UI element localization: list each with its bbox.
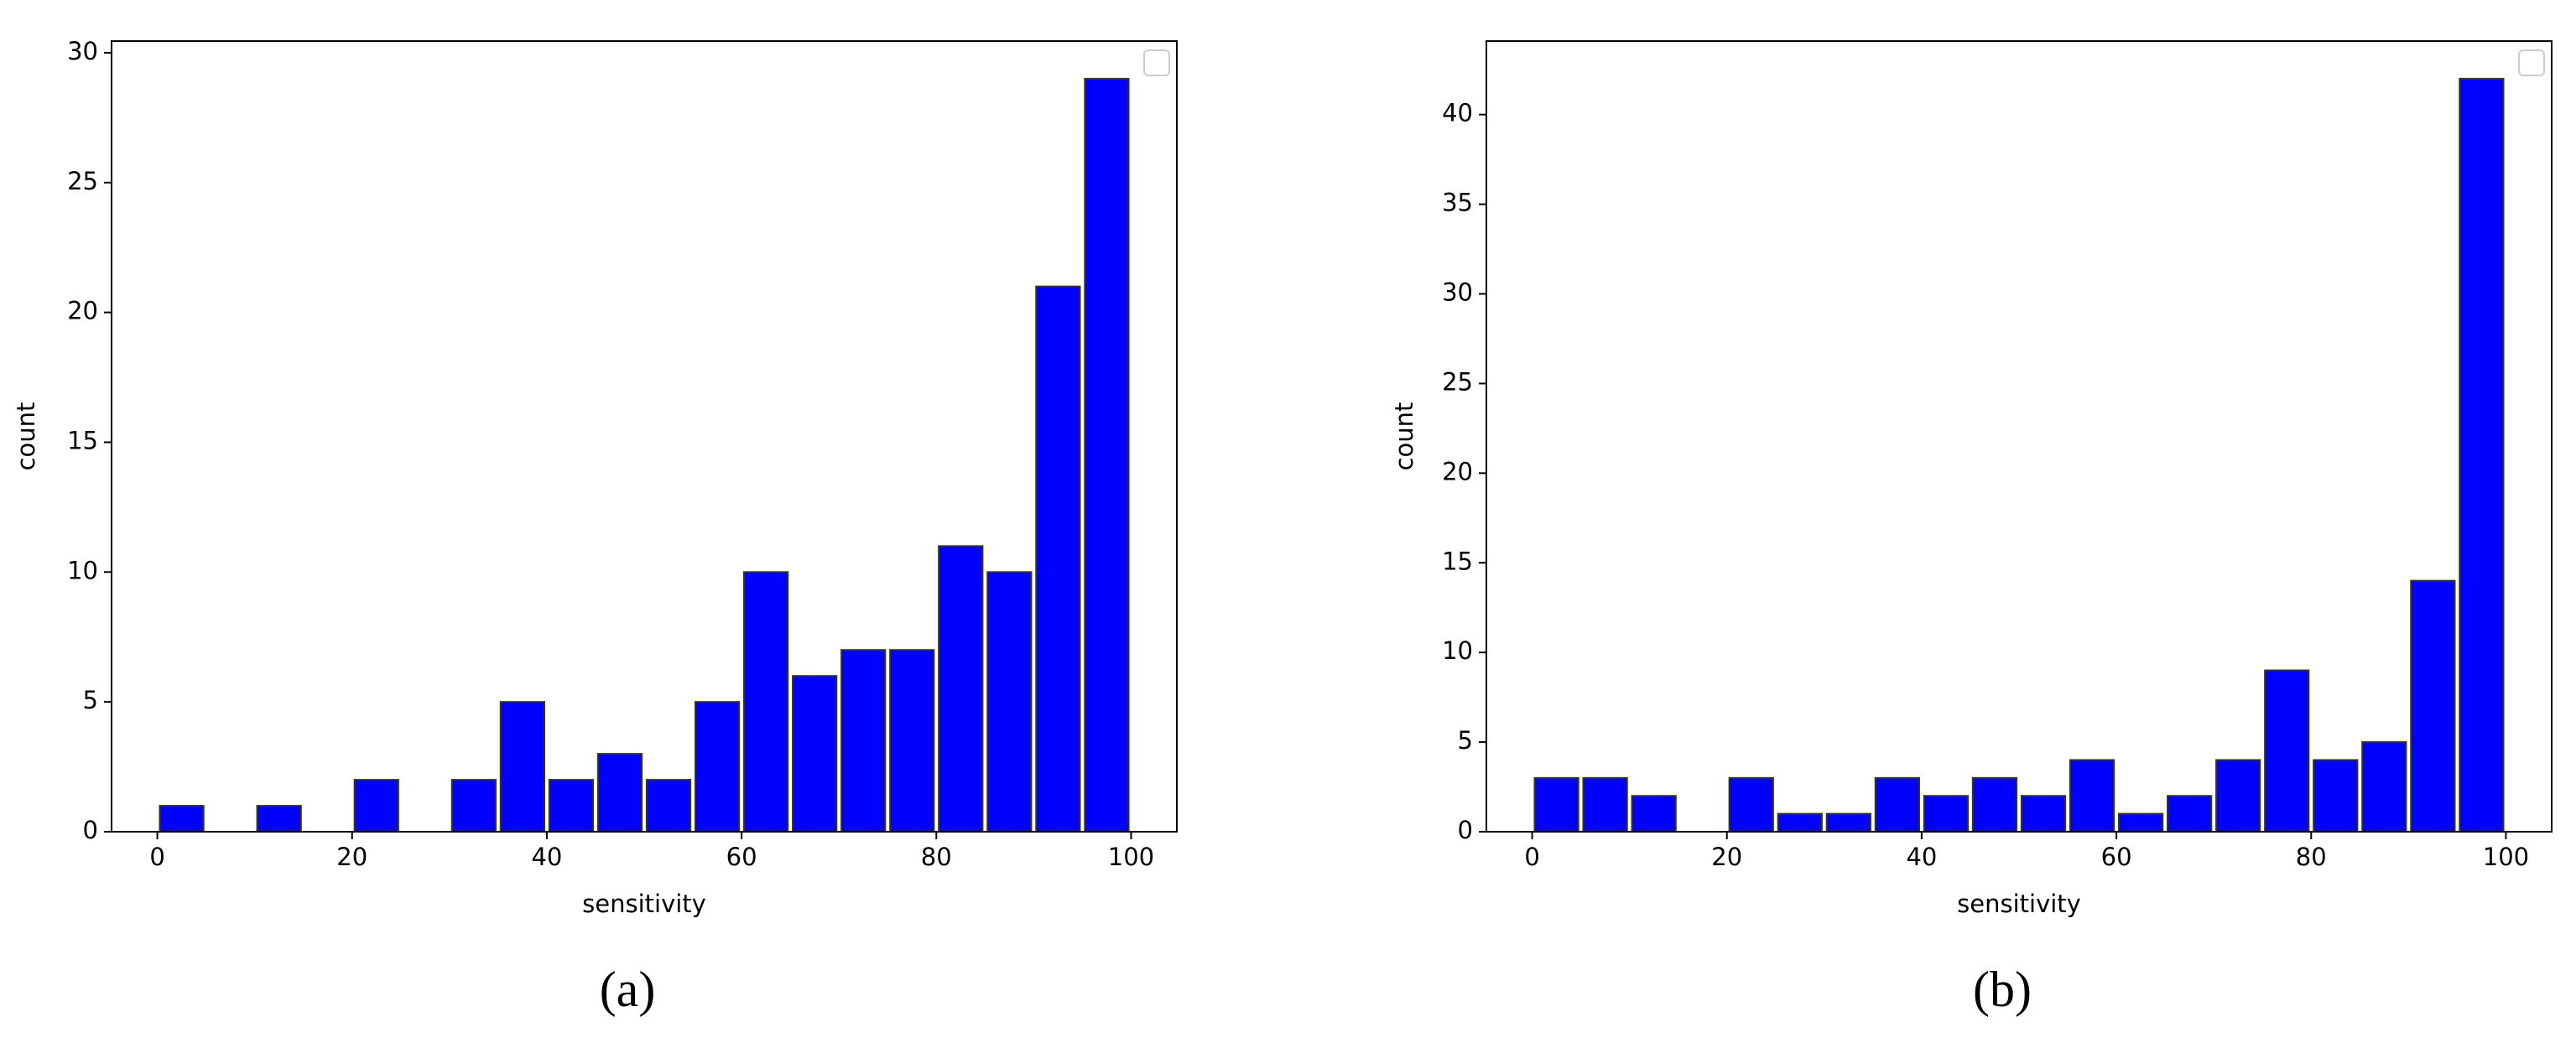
bar	[889, 649, 935, 833]
y-tick-label: 15	[67, 426, 98, 454]
y-tick-label: 30	[1442, 278, 1473, 307]
bar	[450, 779, 497, 833]
bar	[2020, 795, 2067, 833]
bar	[1728, 776, 1774, 833]
bar	[2410, 579, 2456, 833]
bar	[2361, 741, 2407, 833]
y-axis-label: count	[12, 402, 40, 471]
y-tick-label: 10	[1442, 636, 1473, 665]
bar	[1533, 776, 1579, 833]
bar	[1777, 812, 1823, 833]
y-tick-label: 25	[1442, 367, 1473, 396]
y-tick-label: 20	[67, 297, 98, 325]
bar	[645, 779, 692, 833]
x-tick-label: 100	[1108, 843, 1154, 871]
x-tick-label: 60	[2101, 843, 2132, 871]
x-tick-label: 0	[149, 843, 164, 871]
y-tick-label: 5	[83, 686, 98, 714]
bar	[938, 545, 984, 833]
y-tick-label: 40	[1442, 99, 1473, 127]
bar	[986, 571, 1033, 833]
x-axis-label: sensitivity	[1957, 890, 2081, 918]
x-axis-label: sensitivity	[582, 890, 706, 918]
y-tick-label: 0	[83, 816, 98, 844]
y-tick-label: 30	[67, 37, 98, 65]
bar	[792, 675, 838, 833]
bar	[840, 649, 887, 833]
bar	[1923, 795, 1970, 833]
bar	[2215, 759, 2261, 833]
bar	[2459, 77, 2505, 833]
axes-frame	[111, 40, 1178, 833]
bar	[742, 571, 789, 833]
bar	[2264, 669, 2310, 833]
bar	[499, 701, 546, 833]
x-tick-label: 80	[2296, 843, 2327, 871]
bar	[596, 753, 643, 833]
caption: (b)	[1973, 962, 2032, 1017]
bar	[159, 805, 205, 833]
legend-box	[1143, 49, 1170, 76]
bar	[1582, 776, 1628, 833]
bar	[1084, 77, 1130, 833]
y-tick-label: 25	[67, 167, 98, 195]
y-tick-label: 0	[1458, 816, 1473, 844]
bar	[256, 805, 302, 833]
legend-box	[2518, 49, 2545, 76]
x-tick-label: 20	[336, 843, 367, 871]
y-axis-label: count	[1390, 402, 1418, 471]
bar	[1035, 285, 1081, 833]
caption: (a)	[600, 962, 656, 1017]
x-tick-label: 60	[726, 843, 757, 871]
bar	[1825, 812, 1871, 833]
y-tick-label: 15	[1442, 547, 1473, 575]
bar	[1631, 795, 1677, 833]
x-tick-label: 0	[1524, 843, 1539, 871]
x-tick-label: 20	[1711, 843, 1742, 871]
bar	[2117, 812, 2164, 833]
bar	[2313, 759, 2359, 833]
axes-frame	[1486, 40, 2553, 833]
y-tick-label: 35	[1442, 189, 1473, 217]
bar	[2167, 795, 2213, 833]
bar	[694, 701, 741, 833]
y-tick-label: 5	[1458, 726, 1473, 755]
bar	[1971, 776, 2018, 833]
x-tick-label: 40	[531, 843, 562, 871]
x-tick-label: 100	[2483, 843, 2529, 871]
x-tick-label: 40	[1906, 843, 1937, 871]
y-tick-label: 10	[67, 556, 98, 584]
y-tick-label: 20	[1442, 457, 1473, 485]
bar	[1874, 776, 1921, 833]
bar	[548, 779, 595, 833]
bar	[2069, 759, 2115, 833]
bar	[353, 779, 399, 833]
x-tick-label: 80	[921, 843, 952, 871]
